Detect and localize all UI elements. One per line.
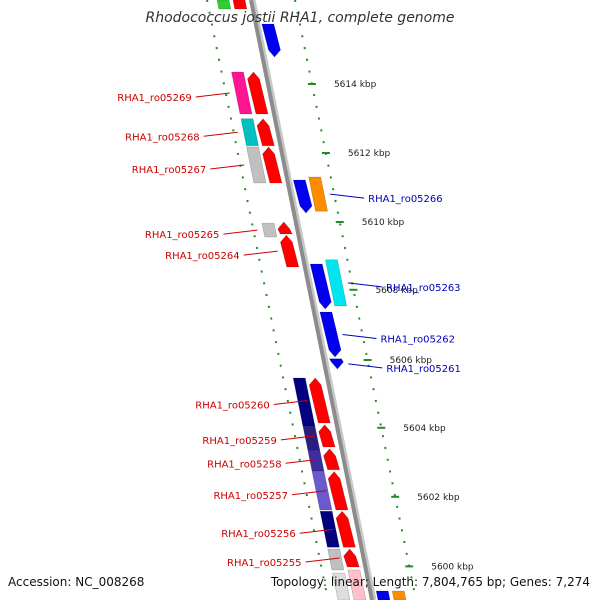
gene-feature-rha1_ro05257a[interactable] <box>311 470 333 511</box>
gene-label-leader <box>291 490 327 496</box>
gene-feature-rha1_ro05263[interactable] <box>325 259 348 307</box>
gene-feature-g-top-3[interactable] <box>261 23 281 58</box>
gene-label-leader <box>243 250 278 256</box>
gene-label-leader <box>280 435 315 441</box>
scale-tick-label: 5604 kbp <box>403 424 446 434</box>
gene-feature-rha1_ro05255a[interactable] <box>327 548 345 571</box>
scale-ticks: 5614 kbp 5612 kbp 5610 kbp 5608 kbp 5606 kbp… <box>307 80 474 572</box>
scale-tick-label: 5614 kbp <box>334 80 377 90</box>
gene-feature-rha1_ro05265[interactable] <box>261 222 278 238</box>
gene-label-leader <box>210 164 245 170</box>
scale-tick-label: 5606 kbp <box>390 356 433 366</box>
gene-label-leader <box>342 334 377 339</box>
map-title: Rhodococcus jostii RHA1, complete genome <box>145 10 455 26</box>
gene-label-leader <box>223 229 258 235</box>
gene-label-rha1_ro05258[interactable]: RHA1_ro05258 <box>207 459 282 470</box>
gene-label-leader <box>273 400 308 405</box>
gene-label-leader <box>285 458 320 464</box>
gene-label-leader <box>195 92 230 98</box>
gene-feature-rha1_ro05264[interactable] <box>280 234 300 268</box>
gene-feature-rha1_ro05268b[interactable] <box>256 118 275 147</box>
gene-feature-rha1_ro05256[interactable] <box>335 510 356 548</box>
gene-label-leader <box>203 131 238 137</box>
gene-label-rha1_ro05259[interactable]: RHA1_ro05259 <box>202 436 277 447</box>
gene-feature-rha1_ro05269[interactable] <box>231 71 253 115</box>
gene-label-leader <box>330 193 365 199</box>
genome-summary-text: Topology: linear; Length: 7,804,765 bp; … <box>270 575 590 589</box>
gene-feature-g-bot-3[interactable] <box>375 590 391 601</box>
gene-feature-g-top-2[interactable] <box>232 0 248 10</box>
gene-feature-rha1_ro05266a[interactable] <box>292 179 313 214</box>
gene-label-rha1_ro05265[interactable]: RHA1_ro05265 <box>145 230 220 241</box>
gene-label-rha1_ro05269[interactable]: RHA1_ro05269 <box>117 93 192 104</box>
gene-label-rha1_ro05262[interactable]: RHA1_ro05262 <box>380 335 455 346</box>
gene-feature-rha1_ro05266[interactable] <box>308 176 328 212</box>
gene-feature-rha1_ro05263a[interactable] <box>309 263 332 310</box>
gene-label-rha1_ro05263[interactable]: RHA1_ro05263 <box>386 283 461 294</box>
scale-tick-label: 5612 kbp <box>348 149 391 159</box>
gene-feature-rha1_ro05259[interactable] <box>318 424 336 448</box>
gene-label-rha1_ro05257[interactable]: RHA1_ro05257 <box>213 491 288 502</box>
gene-label-rha1_ro05266[interactable]: RHA1_ro05266 <box>368 194 443 205</box>
gene-label-rha1_ro05256[interactable]: RHA1_ro05256 <box>221 529 296 540</box>
gene-feature-rha1_ro05258[interactable] <box>323 448 341 471</box>
gene-label-rha1_ro05255[interactable]: RHA1_ro05255 <box>227 558 302 569</box>
gene-feature-rha1_ro05267b[interactable] <box>262 146 283 184</box>
gene-feature-rha1_ro05260[interactable] <box>308 377 331 424</box>
gene-feature-rha1_ro05267[interactable] <box>246 146 267 184</box>
gene-feature-rha1_ro05261[interactable] <box>328 358 344 370</box>
gene-feature-rha1_ro05268[interactable] <box>240 118 259 147</box>
gene-label-rha1_ro05267[interactable]: RHA1_ro05267 <box>132 165 207 176</box>
gene-feature-rha1_ro05265b[interactable] <box>277 221 293 235</box>
gene-label-rha1_ro05268[interactable]: RHA1_ro05268 <box>125 132 200 143</box>
gene-label-leader <box>299 528 334 534</box>
gene-label-rha1_ro05264[interactable]: RHA1_ro05264 <box>165 251 240 262</box>
gene-label-rha1_ro05260[interactable]: RHA1_ro05260 <box>195 401 270 412</box>
gene-feature-rha1_ro05262[interactable] <box>319 311 342 358</box>
accession-text: Accession: NC_008268 <box>8 575 145 589</box>
gene-labels: RHA1_ro05269 RHA1_ro05268 RHA1_ro05267 RHA1… <box>117 92 461 569</box>
scale-tick-label: 5602 kbp <box>417 493 460 503</box>
backbone-line <box>249 0 374 601</box>
gene-feature-rha1_ro05255[interactable] <box>343 548 360 568</box>
gene-label-rha1_ro05261[interactable]: RHA1_ro05261 <box>386 364 461 375</box>
gene-features <box>216 0 407 601</box>
gene-feature-g-top-1[interactable] <box>216 0 232 10</box>
gene-feature-rha1_ro05269b[interactable] <box>247 71 269 115</box>
gene-label-leader <box>305 557 340 563</box>
gene-feature-rha1_ro05259a[interactable] <box>302 425 321 451</box>
gene-feature-g-bot-4[interactable] <box>391 590 407 601</box>
gene-label-leader <box>348 363 383 369</box>
scale-tick-label: 5608 kbp <box>375 286 418 296</box>
genome-backbone <box>249 0 377 601</box>
gene-label-leader <box>347 282 383 288</box>
scale-tick-label: 5600 kbp <box>431 562 474 572</box>
scale-tick-label: 5610 kbp <box>362 218 405 228</box>
gene-feature-rha1_ro05257[interactable] <box>327 471 349 511</box>
